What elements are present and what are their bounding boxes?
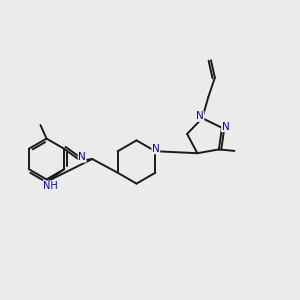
Text: N: N xyxy=(196,111,204,122)
Text: N: N xyxy=(222,122,230,132)
Text: N: N xyxy=(152,144,160,154)
Text: NH: NH xyxy=(43,181,58,191)
Text: N: N xyxy=(78,152,86,162)
